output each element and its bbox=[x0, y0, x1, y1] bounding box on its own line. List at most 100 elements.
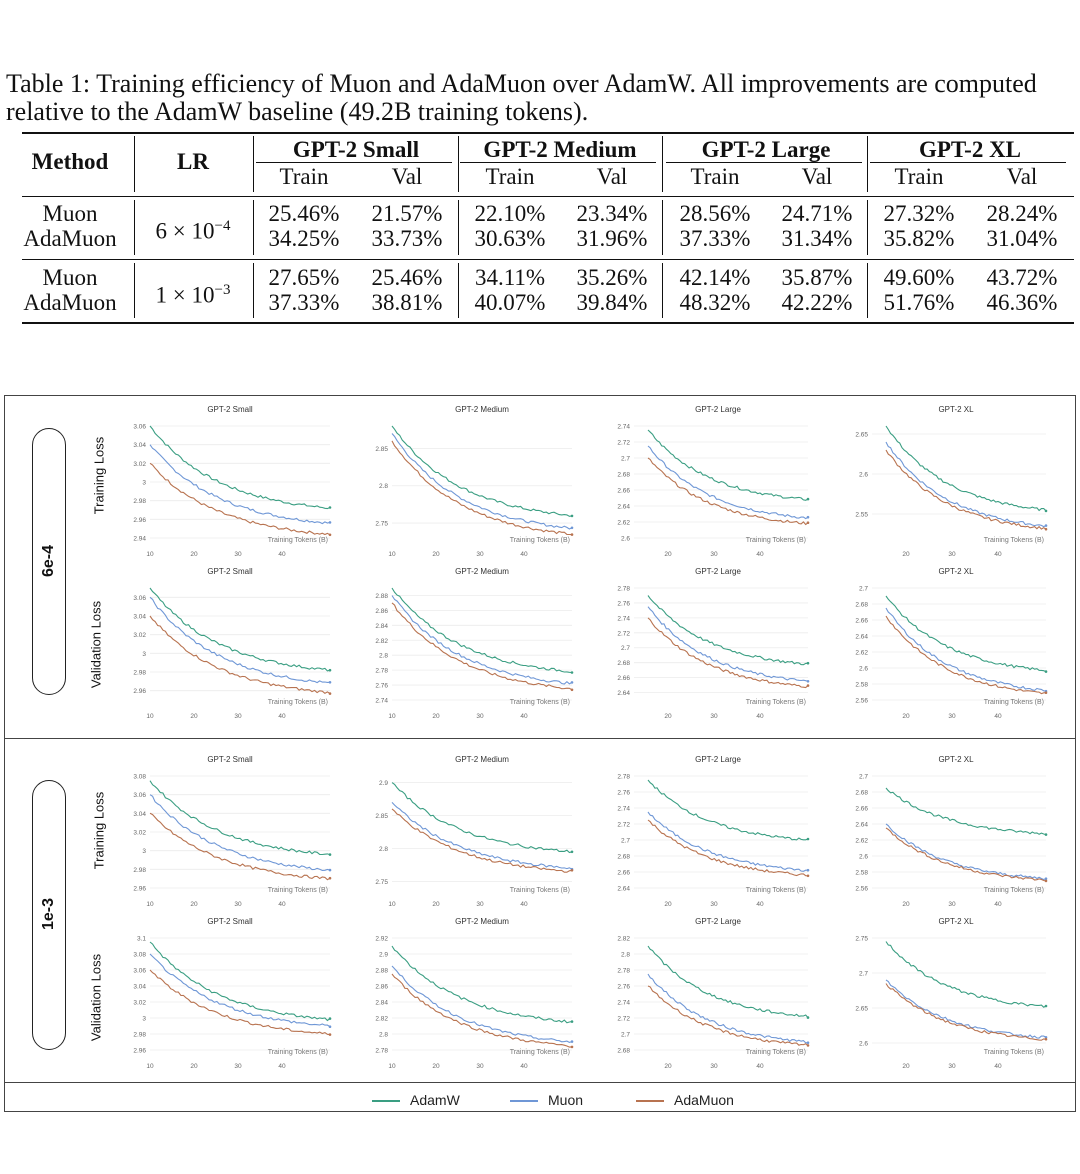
y-tick-label: 3.04 bbox=[133, 614, 146, 621]
y-tick-label: 2.74 bbox=[375, 698, 388, 705]
series-end-point bbox=[806, 680, 810, 683]
x-axis-label: Training Tokens (B) bbox=[268, 1049, 328, 1056]
table-vertical-rule bbox=[662, 138, 663, 190]
lr-value: 6 × 10−4 bbox=[156, 213, 231, 245]
y-tick-label: 2.66 bbox=[617, 488, 630, 495]
series-line-adamuon bbox=[885, 983, 1047, 1041]
y-tick-label: 3.02 bbox=[133, 632, 146, 639]
x-tick-label: 20 bbox=[664, 551, 672, 558]
series-end-point bbox=[806, 521, 810, 524]
value-cell: 40.07% bbox=[474, 290, 546, 315]
sub-header-train: Train bbox=[690, 164, 740, 189]
y-tick-label: 3.04 bbox=[133, 811, 146, 818]
value-cell: 51.76% bbox=[883, 290, 955, 315]
series-end-point bbox=[328, 1017, 332, 1020]
legend-muon: Muon bbox=[510, 1092, 583, 1108]
series-end-point bbox=[1044, 509, 1048, 513]
series-end-point bbox=[1044, 670, 1048, 673]
table-caption: Table 1: Training efficiency of Muon and… bbox=[6, 69, 1037, 126]
series-end-point bbox=[806, 497, 810, 501]
x-axis-label: Training Tokens (B) bbox=[746, 1049, 806, 1056]
value-cell: 33.73% bbox=[371, 226, 443, 251]
chart-title: GPT-2 Small bbox=[207, 567, 253, 576]
y-tick-label: 2.64 bbox=[855, 822, 868, 829]
x-tick-label: 40 bbox=[278, 551, 286, 558]
x-tick-label: 20 bbox=[902, 901, 910, 908]
x-tick-label: 30 bbox=[948, 713, 956, 720]
y-tick-label: 2.96 bbox=[133, 517, 146, 524]
value-cell: 37.33% bbox=[679, 226, 751, 251]
y-tick-label: 3 bbox=[142, 480, 146, 487]
x-tick-label: 20 bbox=[432, 901, 440, 908]
x-tick-label: 30 bbox=[476, 901, 484, 908]
y-tick-label: 2.66 bbox=[855, 806, 868, 813]
table-vertical-rule bbox=[662, 263, 663, 318]
x-tick-label: 20 bbox=[664, 713, 672, 720]
series-line-muon bbox=[149, 794, 331, 872]
series-line-adamuon bbox=[885, 615, 1047, 695]
table-vertical-rule bbox=[253, 263, 254, 318]
series-line-adamuon bbox=[149, 812, 331, 881]
y-tick-label: 2.56 bbox=[855, 698, 868, 705]
x-tick-label: 40 bbox=[520, 901, 528, 908]
value-cell: 34.25% bbox=[268, 226, 340, 251]
y-tick-label: 2.96 bbox=[133, 688, 146, 695]
value-cell: 49.60% bbox=[883, 265, 955, 290]
value-cell: 46.36% bbox=[986, 290, 1058, 315]
x-axis-label: Training Tokens (B) bbox=[268, 699, 328, 706]
y-tick-label: 2.9 bbox=[379, 780, 388, 787]
series-line-adamuon bbox=[647, 985, 809, 1046]
series-line-muon bbox=[149, 444, 331, 525]
y-tick-label: 2.7 bbox=[859, 774, 868, 781]
value-cell: 37.33% bbox=[268, 290, 340, 315]
value-cell: 30.63% bbox=[474, 226, 546, 251]
y-tick-label: 3.02 bbox=[133, 830, 146, 837]
y-tick-label: 2.76 bbox=[617, 600, 630, 607]
y-tick-label: 2.78 bbox=[617, 586, 630, 593]
sub-header-val: Val bbox=[391, 164, 423, 189]
y-tick-label: 3.02 bbox=[133, 461, 146, 468]
y-tick-label: 2.55 bbox=[855, 512, 868, 519]
figure-legend-separator bbox=[4, 1082, 1076, 1083]
series-line-adamuon bbox=[391, 973, 573, 1048]
y-tick-label: 2.8 bbox=[379, 846, 388, 853]
x-axis-label: Training Tokens (B) bbox=[510, 887, 570, 894]
chart-title: GPT-2 XL bbox=[938, 917, 974, 926]
series-end-point bbox=[806, 837, 810, 841]
series-end-point bbox=[328, 876, 332, 880]
y-tick-label: 3.04 bbox=[133, 442, 146, 449]
x-tick-label: 20 bbox=[664, 901, 672, 908]
chart-title: GPT-2 Large bbox=[695, 755, 741, 764]
x-tick-label: 10 bbox=[146, 1063, 154, 1070]
series-end-point bbox=[1044, 527, 1048, 531]
y-tick-label: 2.74 bbox=[617, 424, 630, 431]
y-tick-label: 2.8 bbox=[379, 483, 388, 490]
value-cell: 34.11% bbox=[474, 265, 546, 290]
x-tick-label: 30 bbox=[234, 901, 242, 908]
x-tick-label: 10 bbox=[388, 713, 396, 720]
legend-adamuon: AdaMuon bbox=[636, 1092, 734, 1108]
y-tick-label: 2.6 bbox=[859, 854, 868, 861]
method-cell: Muon bbox=[42, 265, 98, 290]
value-cell: 35.26% bbox=[576, 265, 648, 290]
lr-group-1e-3-pill bbox=[32, 780, 66, 1050]
method-cell: Muon bbox=[42, 201, 98, 226]
x-tick-label: 40 bbox=[994, 1063, 1002, 1070]
y-tick-label: 3.06 bbox=[133, 792, 146, 799]
lr-exponent: −3 bbox=[214, 282, 231, 298]
series-end-point bbox=[328, 868, 332, 872]
series-end-point bbox=[1044, 524, 1048, 527]
series-end-point bbox=[1044, 1036, 1048, 1039]
series-line-adamw bbox=[391, 782, 573, 854]
table-vertical-rule bbox=[253, 200, 254, 255]
series-end-point bbox=[570, 514, 574, 518]
y-tick-label: 2.68 bbox=[617, 1048, 630, 1055]
series-line-adamw bbox=[885, 787, 1047, 836]
series-end-point bbox=[570, 1020, 574, 1023]
sub-header-train: Train bbox=[894, 164, 944, 189]
y-tick-label: 3.02 bbox=[133, 1000, 146, 1007]
x-tick-label: 40 bbox=[756, 901, 764, 908]
y-tick-label: 2.7 bbox=[621, 838, 630, 845]
series-line-adamuon bbox=[647, 617, 809, 689]
y-tick-label: 2.68 bbox=[617, 472, 630, 479]
